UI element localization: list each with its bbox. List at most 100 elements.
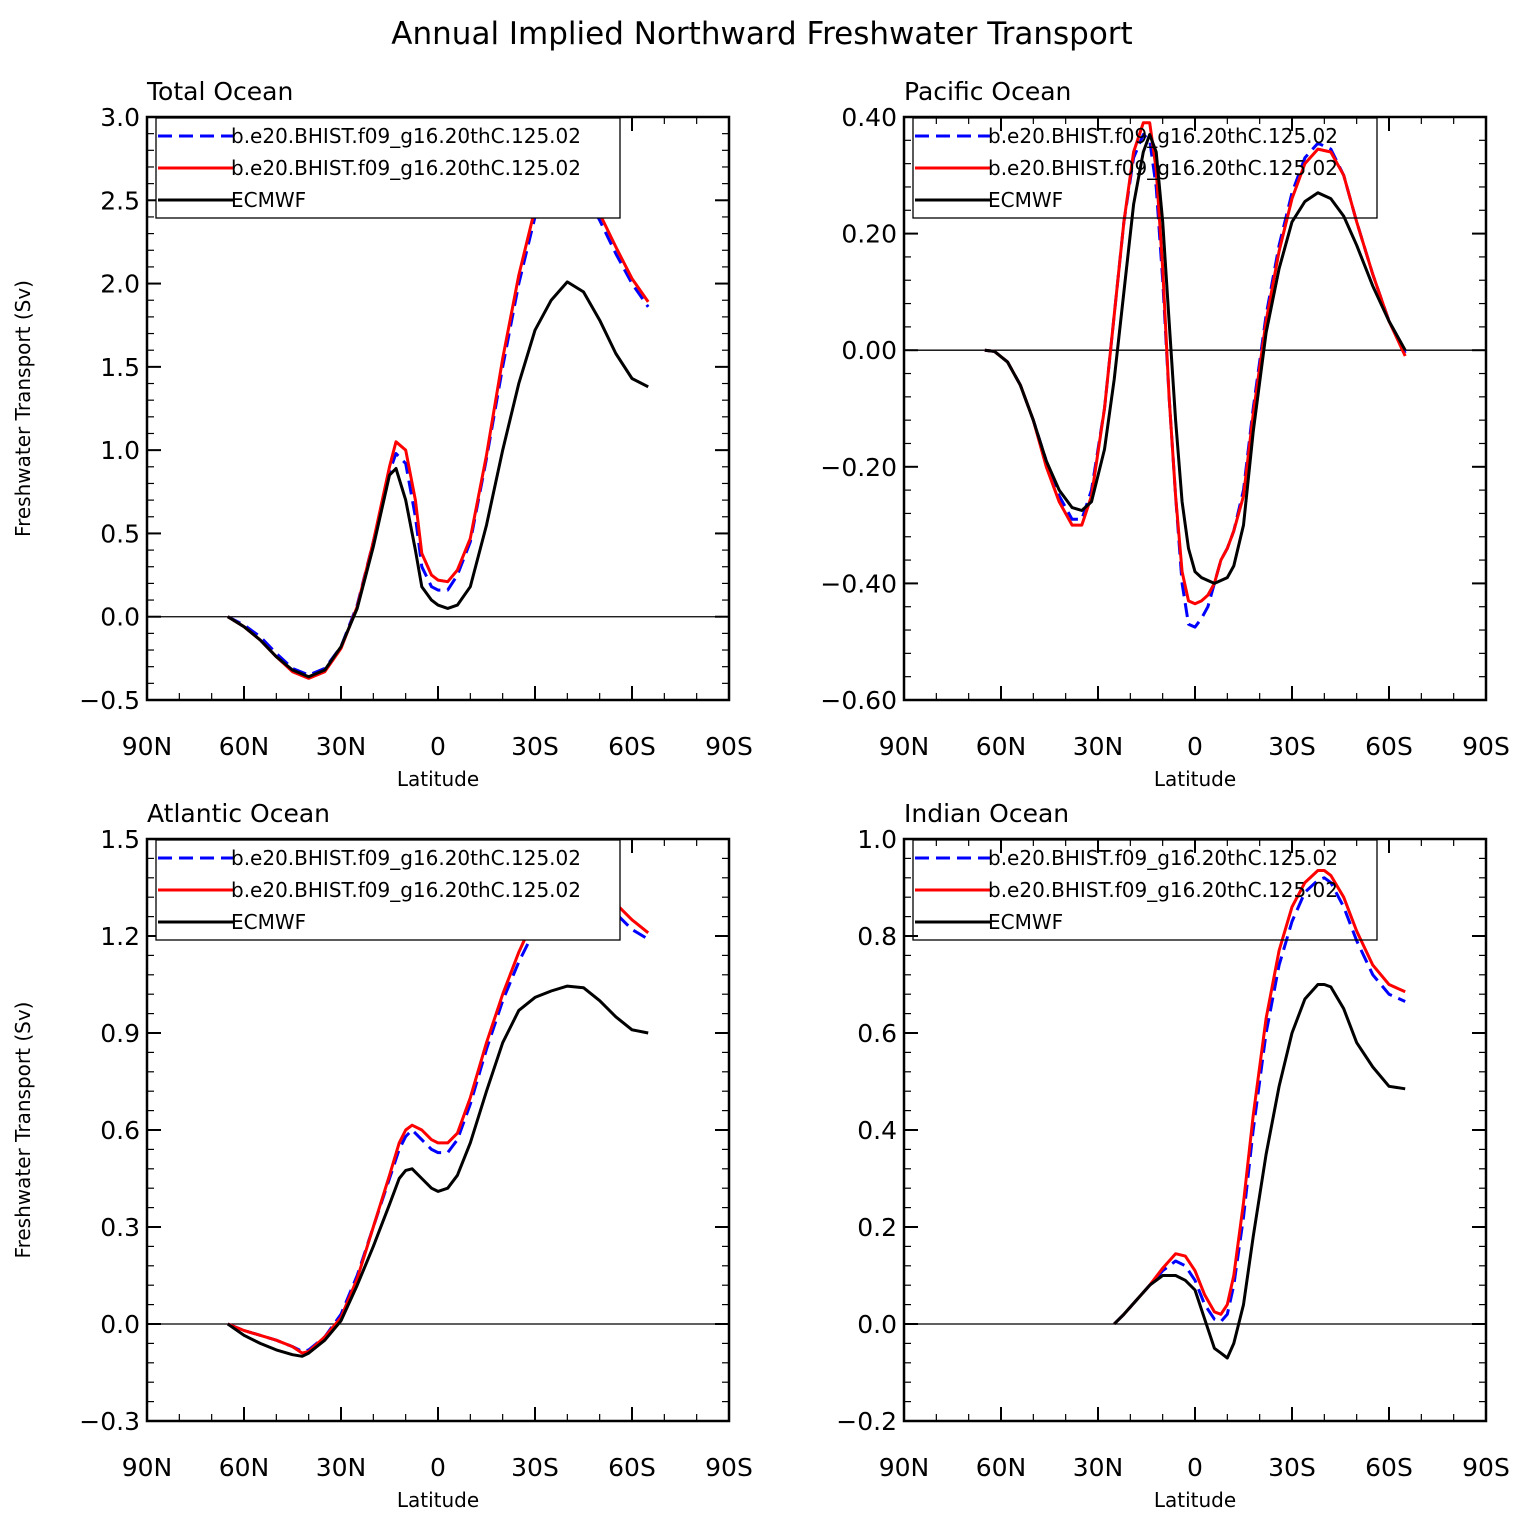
figure-title: Annual Implied Northward Freshwater Tran… xyxy=(391,16,1132,52)
x-tick-label: 90N xyxy=(122,732,173,761)
series-line-model-b xyxy=(984,121,1407,606)
legend-label-model-b: b.e20.BHIST.f09_g16.20thC.125.02 xyxy=(988,156,1338,180)
x-tick-label: 90S xyxy=(705,732,753,761)
plot-frame xyxy=(902,837,1488,1423)
legend: b.e20.BHIST.f09_g16.20thC.125.02 b.e20.B… xyxy=(912,117,1378,219)
y-tick-label: 1.2 xyxy=(100,922,140,951)
legend-box xyxy=(912,117,1378,219)
series-line-model-a xyxy=(984,133,1407,629)
panel-title: Pacific Ocean xyxy=(904,77,1071,106)
legend-label-model-b: b.e20.BHIST.f09_g16.20thC.125.02 xyxy=(988,878,1338,902)
x-tick-label: 60S xyxy=(608,1453,656,1482)
x-tick-label: 0 xyxy=(430,1453,446,1482)
y-tick-label: 2.0 xyxy=(100,270,140,299)
y-tick-label: −0.5 xyxy=(79,686,140,715)
x-tick-label: 60S xyxy=(608,732,656,761)
legend-label-model-b: b.e20.BHIST.f09_g16.20thC.125.02 xyxy=(231,156,581,180)
y-tick-label: 0.6 xyxy=(100,1116,140,1145)
legend-box xyxy=(912,839,1378,941)
y-tick-label: 3.0 xyxy=(100,103,140,132)
y-tick-label: 0.20 xyxy=(841,220,897,249)
y-tick-label: 0.40 xyxy=(841,103,897,132)
plot-frame xyxy=(145,115,731,702)
panel-title: Indian Ocean xyxy=(904,799,1069,828)
series-line-model-a xyxy=(227,177,650,677)
plot-layer: −0.2 0.0 0.2 0.4 0.6 0.8 1.0 90N 60N 30N 0 30S 60S 90… xyxy=(836,825,1510,1482)
legend: b.e20.BHIST.f09_g16.20thC.125.02 b.e20.B… xyxy=(155,839,621,941)
x-tick-label: 60S xyxy=(1365,1453,1413,1482)
legend: b.e20.BHIST.f09_g16.20thC.125.02 b.e20.B… xyxy=(155,117,621,219)
legend-label-model-a: b.e20.BHIST.f09_g16.20thC.125.02 xyxy=(988,846,1338,870)
x-tick-label: 60N xyxy=(976,732,1027,761)
y-tick-label: −0.40 xyxy=(820,569,897,598)
series-line-model-a xyxy=(1113,876,1406,1326)
x-tick-label: 30N xyxy=(316,732,367,761)
legend-label-model-a: b.e20.BHIST.f09_g16.20thC.125.02 xyxy=(988,124,1338,148)
x-tick-label: 60N xyxy=(219,1453,270,1482)
x-tick-label: 0 xyxy=(430,732,446,761)
y-tick-label: 2.5 xyxy=(100,186,140,215)
panel-pacific-ocean: Pacific Ocean Latitude −0.60 −0.40 −0.20 0.… xyxy=(820,77,1509,791)
y-tick-label: 0.3 xyxy=(100,1213,140,1242)
series-line-model-b xyxy=(227,172,650,680)
y-tick-label: 1.5 xyxy=(100,825,140,854)
x-tick-label: 30S xyxy=(511,1453,559,1482)
y-tick-label: −0.2 xyxy=(836,1407,897,1436)
y-tick-label: 1.0 xyxy=(857,825,897,854)
x-tick-label: 30S xyxy=(1268,732,1316,761)
y-tick-label: 0.00 xyxy=(841,336,897,365)
x-axis-label: Latitude xyxy=(1154,1488,1236,1512)
y-tick-label: 1.0 xyxy=(100,436,140,465)
x-axis-label: Latitude xyxy=(397,1488,479,1512)
x-tick-label: 60S xyxy=(1365,732,1413,761)
legend-label-ecmwf: ECMWF xyxy=(988,188,1063,212)
plot-layer: −0.60 −0.40 −0.20 0.00 0.20 0.40 90N 60N 30N 0 30S… xyxy=(820,103,1509,761)
panel-title: Atlantic Ocean xyxy=(147,799,330,828)
plot-frame xyxy=(145,837,731,1423)
y-tick-label: 0.2 xyxy=(857,1213,897,1242)
y-tick-label: 0.6 xyxy=(857,1019,897,1048)
x-tick-label: 60N xyxy=(976,1453,1027,1482)
plot-layer: −0.5 0.0 0.5 1.0 1.5 2.0 2.5 3.0 90N 60N 30N 0 30S 60… xyxy=(79,103,753,761)
x-tick-label: 30S xyxy=(1268,1453,1316,1482)
panel-title: Total Ocean xyxy=(146,77,293,106)
legend-label-ecmwf: ECMWF xyxy=(988,910,1063,934)
series-line-model-b xyxy=(227,873,650,1355)
y-tick-label: −0.60 xyxy=(820,686,897,715)
x-tick-label: 0 xyxy=(1187,1453,1203,1482)
x-tick-label: 90N xyxy=(879,1453,930,1482)
x-tick-label: 90N xyxy=(122,1453,173,1482)
y-tick-label: 1.5 xyxy=(100,353,140,382)
y-tick-label: −0.20 xyxy=(820,453,897,482)
x-tick-label: 30S xyxy=(511,732,559,761)
legend-label-model-b: b.e20.BHIST.f09_g16.20thC.125.02 xyxy=(231,878,581,902)
y-tick-label: 0.0 xyxy=(100,1310,140,1339)
x-tick-label: 30N xyxy=(1073,1453,1124,1482)
series-line-ecmwf xyxy=(1113,983,1406,1360)
y-tick-label: 0.5 xyxy=(100,519,140,548)
plot-frame xyxy=(902,115,1488,702)
x-tick-label: 90S xyxy=(1462,1453,1510,1482)
y-tick-label: 0.9 xyxy=(100,1019,140,1048)
y-tick-label: 0.0 xyxy=(100,603,140,632)
legend-label-ecmwf: ECMWF xyxy=(231,910,306,934)
y-tick-label: 0.0 xyxy=(857,1310,897,1339)
y-axis-label: Freshwater Transport (Sv) xyxy=(11,1002,35,1259)
y-axis-label: Freshwater Transport (Sv) xyxy=(11,280,35,537)
series-line-model-a xyxy=(227,882,649,1353)
panel-atlantic-ocean: Atlantic Ocean Freshwater Transport (Sv)… xyxy=(11,799,753,1512)
legend-label-model-a: b.e20.BHIST.f09_g16.20thC.125.02 xyxy=(231,846,581,870)
legend-label-model-a: b.e20.BHIST.f09_g16.20thC.125.02 xyxy=(231,124,581,148)
x-tick-label: 0 xyxy=(1187,732,1203,761)
series-line-ecmwf xyxy=(984,133,1407,585)
plot-layer: −0.3 0.0 0.3 0.6 0.9 1.2 1.5 90N 60N 30N 0 30S 60S 90… xyxy=(79,825,753,1482)
panel-total-ocean: Total Ocean Freshwater Transport (Sv) La… xyxy=(11,77,753,791)
x-tick-label: 30N xyxy=(316,1453,367,1482)
x-tick-label: 90N xyxy=(879,732,930,761)
y-tick-label: −0.3 xyxy=(79,1407,140,1436)
x-tick-label: 30N xyxy=(1073,732,1124,761)
x-tick-label: 90S xyxy=(705,1453,753,1482)
x-axis-label: Latitude xyxy=(397,767,479,791)
series-line-model-b xyxy=(1113,869,1406,1326)
